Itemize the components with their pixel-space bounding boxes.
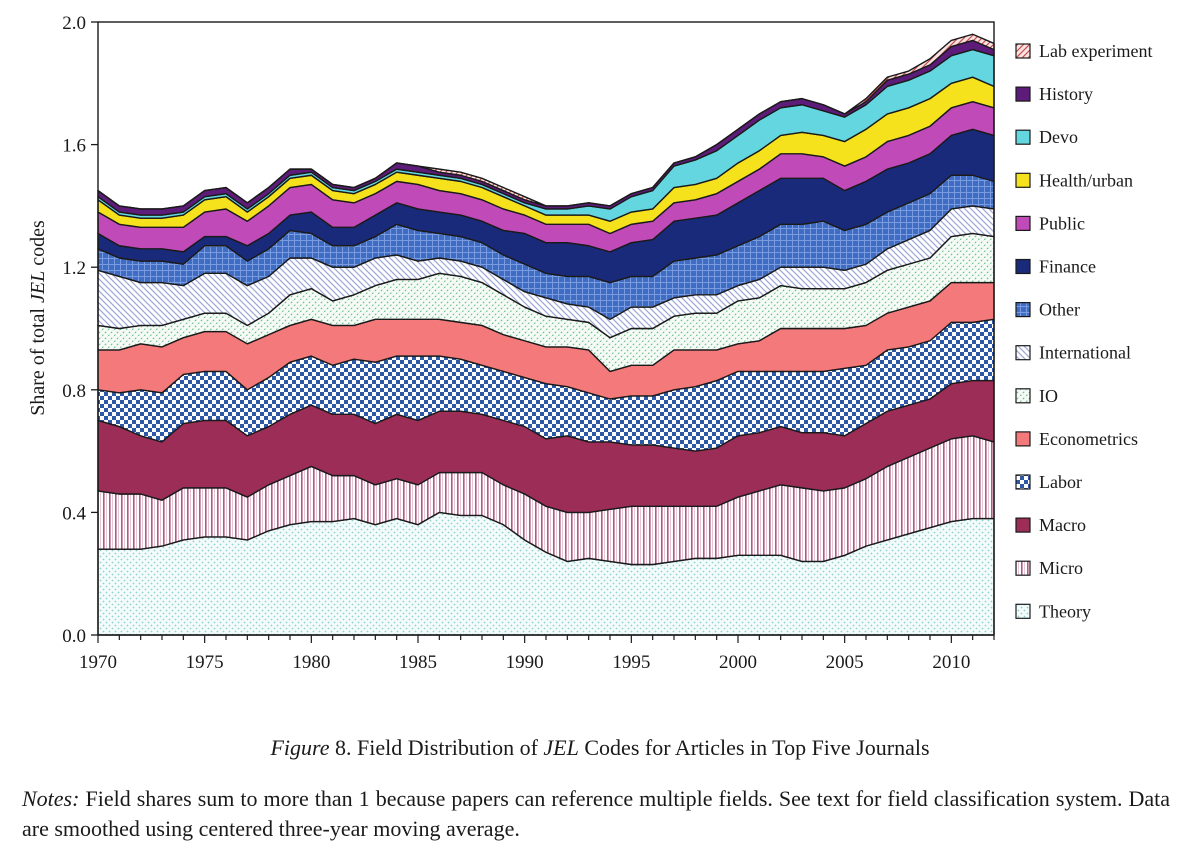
legend-swatch (1015, 560, 1031, 576)
legend-swatch (1015, 474, 1031, 490)
legend-swatch (1015, 517, 1031, 533)
x-tick-label: 1975 (186, 652, 224, 673)
x-tick-label: 1995 (612, 652, 650, 673)
x-tick-label: 1970 (79, 652, 117, 673)
notes-label: Notes: (22, 786, 80, 811)
legend-item-devo: Devo (1015, 127, 1078, 147)
legend-item-macro: Macro (1015, 515, 1086, 535)
figure-caption: Figure 8. Field Distribution of JEL Code… (0, 733, 1200, 763)
notes-text: Field shares sum to more than 1 because … (22, 786, 1170, 841)
figure-notes: Notes: Field shares sum to more than 1 b… (22, 784, 1170, 844)
y-tick-label: 1.2 (62, 258, 86, 279)
y-tick-label: 0.8 (62, 381, 86, 402)
legend-item-finance: Finance (1015, 257, 1096, 277)
legend-label: Finance (1039, 257, 1096, 277)
legend-label: Macro (1039, 515, 1086, 535)
legend: Lab experiment History Devo Health/urban Pub… (1015, 41, 1152, 621)
y-tick-label: 2.0 (62, 13, 86, 34)
caption-jel: JEL (543, 735, 579, 760)
legend-item-other: Other (1015, 300, 1080, 320)
x-tick-label: 1985 (399, 652, 437, 673)
caption-figure-word: Figure (270, 735, 330, 760)
y-tick-label: 1.6 (62, 136, 86, 157)
x-tick-label: 1990 (506, 652, 544, 673)
legend-label: History (1039, 84, 1093, 104)
y-axis-title-suffix: codes (27, 220, 49, 271)
y-axis-title: Share of total JEL codes (27, 220, 49, 416)
x-tick-label: 2000 (719, 652, 757, 673)
legend-item-history: History (1015, 84, 1093, 104)
legend-label: Public (1039, 213, 1085, 233)
legend-label: Micro (1039, 558, 1083, 578)
legend-item-econometrics: Econometrics (1015, 429, 1138, 449)
legend-swatch (1015, 603, 1031, 619)
legend-swatch (1015, 431, 1031, 447)
legend-item-lab-experiment: Lab experiment (1015, 41, 1152, 61)
legend-label: Other (1039, 300, 1080, 320)
caption-text-2: Codes for Articles in Top Five Journals (578, 735, 930, 760)
x-tick-label: 2005 (826, 652, 864, 673)
legend-swatch (1015, 172, 1031, 188)
legend-item-health-urban: Health/urban (1015, 170, 1133, 190)
legend-label: Labor (1039, 472, 1082, 492)
legend-label: International (1039, 343, 1131, 363)
area-series-group (97, 33, 995, 636)
legend-item-labor: Labor (1015, 472, 1082, 492)
legend-swatch (1015, 215, 1031, 231)
legend-swatch (1015, 388, 1031, 404)
legend-swatch (1015, 86, 1031, 102)
stacked-area-chart: 0.0 0.4 0.8 1.2 1.6 2.0 1970 1975 1980 1985 1990 19… (27, 13, 1152, 673)
legend-label: IO (1039, 386, 1058, 406)
caption-text-1: 8. Field Distribution of (329, 735, 544, 760)
axes-group: 0.0 0.4 0.8 1.2 1.6 2.0 1970 1975 1980 1985 1990 19… (62, 13, 995, 673)
y-tick-label: 0.4 (62, 503, 86, 524)
y-axis-title-prefix: Share of total (27, 303, 49, 416)
x-tick-label: 1980 (292, 652, 330, 673)
legend-label: Lab experiment (1039, 41, 1152, 61)
legend-swatch (1015, 302, 1031, 318)
legend-swatch (1015, 129, 1031, 145)
legend-item-international: International (1015, 343, 1131, 363)
legend-label: Econometrics (1039, 429, 1138, 449)
legend-swatch (1015, 258, 1031, 275)
legend-item-theory: Theory (1015, 601, 1091, 621)
legend-swatch (1015, 43, 1031, 59)
y-axis-title-jel: JEL (27, 271, 49, 303)
legend-item-io: IO (1015, 386, 1058, 406)
legend-label: Health/urban (1039, 170, 1133, 190)
legend-item-micro: Micro (1015, 558, 1083, 578)
legend-label: Devo (1039, 127, 1078, 147)
x-tick-label: 2010 (932, 652, 970, 673)
y-tick-label: 0.0 (62, 626, 86, 647)
legend-swatch (1015, 345, 1031, 361)
legend-item-public: Public (1015, 213, 1085, 233)
legend-label: Theory (1039, 601, 1091, 621)
